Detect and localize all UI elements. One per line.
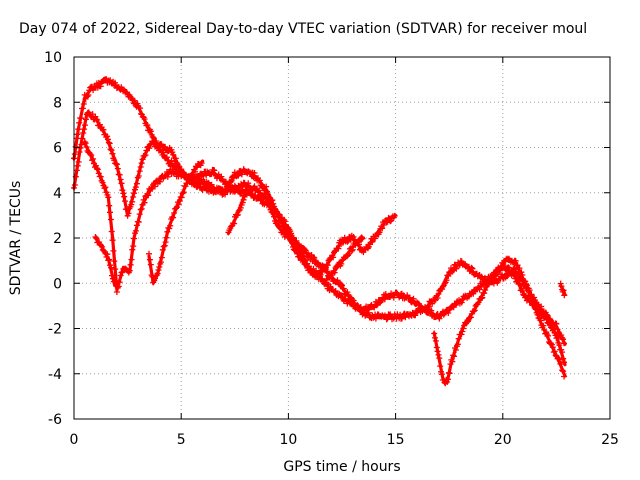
series-track-8 bbox=[431, 255, 568, 387]
y-tick-label: 6 bbox=[53, 141, 62, 157]
x-tick-label: 25 bbox=[601, 432, 619, 448]
y-tick-label: 8 bbox=[53, 95, 62, 111]
y-axis-label: SDTVAR / TECUs bbox=[8, 181, 24, 296]
y-tick-labels: -6 -4 -2 0 2 4 6 8 10 bbox=[44, 50, 62, 428]
series-markers bbox=[324, 234, 366, 283]
x-axis-label: GPS time / hours bbox=[283, 459, 400, 475]
series-track-4 bbox=[92, 234, 117, 288]
data-series-layer bbox=[71, 76, 568, 387]
series-markers bbox=[431, 255, 568, 387]
y-tick-label: -6 bbox=[48, 412, 62, 428]
x-tick-label: 10 bbox=[279, 432, 297, 448]
series-markers bbox=[225, 183, 259, 236]
x-tick-label: 15 bbox=[387, 432, 405, 448]
series-markers bbox=[146, 160, 205, 286]
y-tick-label: 4 bbox=[53, 186, 62, 202]
x-tick-label: 0 bbox=[70, 432, 79, 448]
x-tick-label: 5 bbox=[177, 432, 186, 448]
series-track-1 bbox=[71, 76, 567, 347]
y-tick-label: 0 bbox=[53, 276, 62, 292]
series-markers bbox=[92, 234, 117, 285]
series-line bbox=[83, 141, 398, 292]
axis-ticks bbox=[73, 56, 611, 420]
chart-title: Day 074 of 2022, Sidereal Day-to-day VTE… bbox=[19, 21, 587, 37]
x-tick-labels: 0 5 10 15 20 25 bbox=[70, 432, 619, 448]
series-markers bbox=[557, 280, 568, 299]
series-line bbox=[72, 78, 567, 346]
series-markers bbox=[81, 138, 398, 295]
series-track-5 bbox=[146, 159, 205, 286]
series-track-9 bbox=[557, 280, 568, 299]
y-tick-label: -2 bbox=[48, 322, 62, 338]
y-tick-label: 2 bbox=[53, 231, 62, 247]
series-line bbox=[72, 112, 567, 367]
y-tick-label: -4 bbox=[48, 367, 62, 383]
x-tick-label: 20 bbox=[494, 432, 512, 448]
series-markers bbox=[71, 76, 567, 347]
y-tick-label: 10 bbox=[44, 50, 62, 66]
series-track-3 bbox=[81, 138, 398, 295]
series-track-7 bbox=[324, 234, 366, 283]
series-track-6 bbox=[225, 183, 259, 236]
